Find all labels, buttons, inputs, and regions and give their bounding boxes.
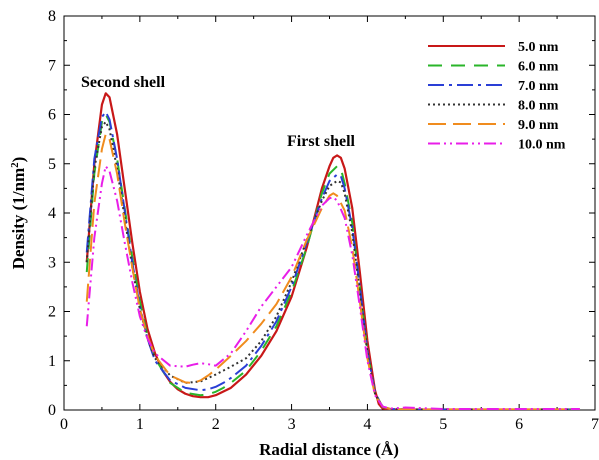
legend-label-0: 5.0 nm — [518, 40, 559, 55]
series-line-5 — [85, 165, 580, 410]
x-tick-label: 2 — [212, 416, 220, 433]
legend: 5.0 nm 6.0 nm 7.0 nm 8.0 nm 9.0 nm 10.0 nm — [428, 40, 566, 153]
y-tick-label: 5 — [48, 156, 56, 173]
annotation-second-shell: Second shell — [81, 74, 166, 91]
y-tick-label: 6 — [48, 107, 56, 124]
x-tick-label: 5 — [439, 416, 447, 433]
legend-label-3: 8.0 nm — [518, 99, 559, 114]
x-tick-label: 0 — [60, 416, 68, 433]
y-axis-label-main: Density (1/nm — [9, 168, 28, 270]
axis-ticks: 0 1 2 3 4 5 6 7 0 1 2 3 4 5 6 7 8 — [48, 8, 599, 433]
y-axis-label-sup: 2 — [9, 162, 21, 168]
x-tick-label: 1 — [136, 416, 144, 433]
x-axis-label: Radial distance (Å) — [259, 440, 399, 459]
legend-label-5: 10.0 nm — [518, 138, 566, 153]
y-tick-label: 1 — [48, 353, 56, 370]
annotation-first-shell: First shell — [287, 133, 356, 150]
y-tick-label: 3 — [48, 254, 56, 271]
x-tick-label: 7 — [591, 416, 599, 433]
legend-label-2: 7.0 nm — [518, 79, 559, 94]
y-tick-label: 8 — [48, 8, 56, 25]
y-tick-label: 4 — [48, 205, 56, 222]
x-tick-label: 6 — [515, 416, 523, 433]
y-axis-label: Density (1/nm2) — [9, 157, 28, 270]
y-tick-label: 0 — [48, 402, 56, 419]
y-tick-label: 2 — [48, 304, 56, 321]
y-axis-label-close: ) — [9, 157, 28, 163]
legend-label-1: 6.0 nm — [518, 60, 559, 75]
series-layer — [85, 92, 580, 410]
legend-label-4: 9.0 nm — [518, 118, 559, 133]
y-tick-label: 7 — [48, 57, 56, 74]
x-tick-label: 3 — [288, 416, 296, 433]
series-line-0 — [85, 92, 580, 410]
x-tick-label: 4 — [363, 416, 371, 433]
